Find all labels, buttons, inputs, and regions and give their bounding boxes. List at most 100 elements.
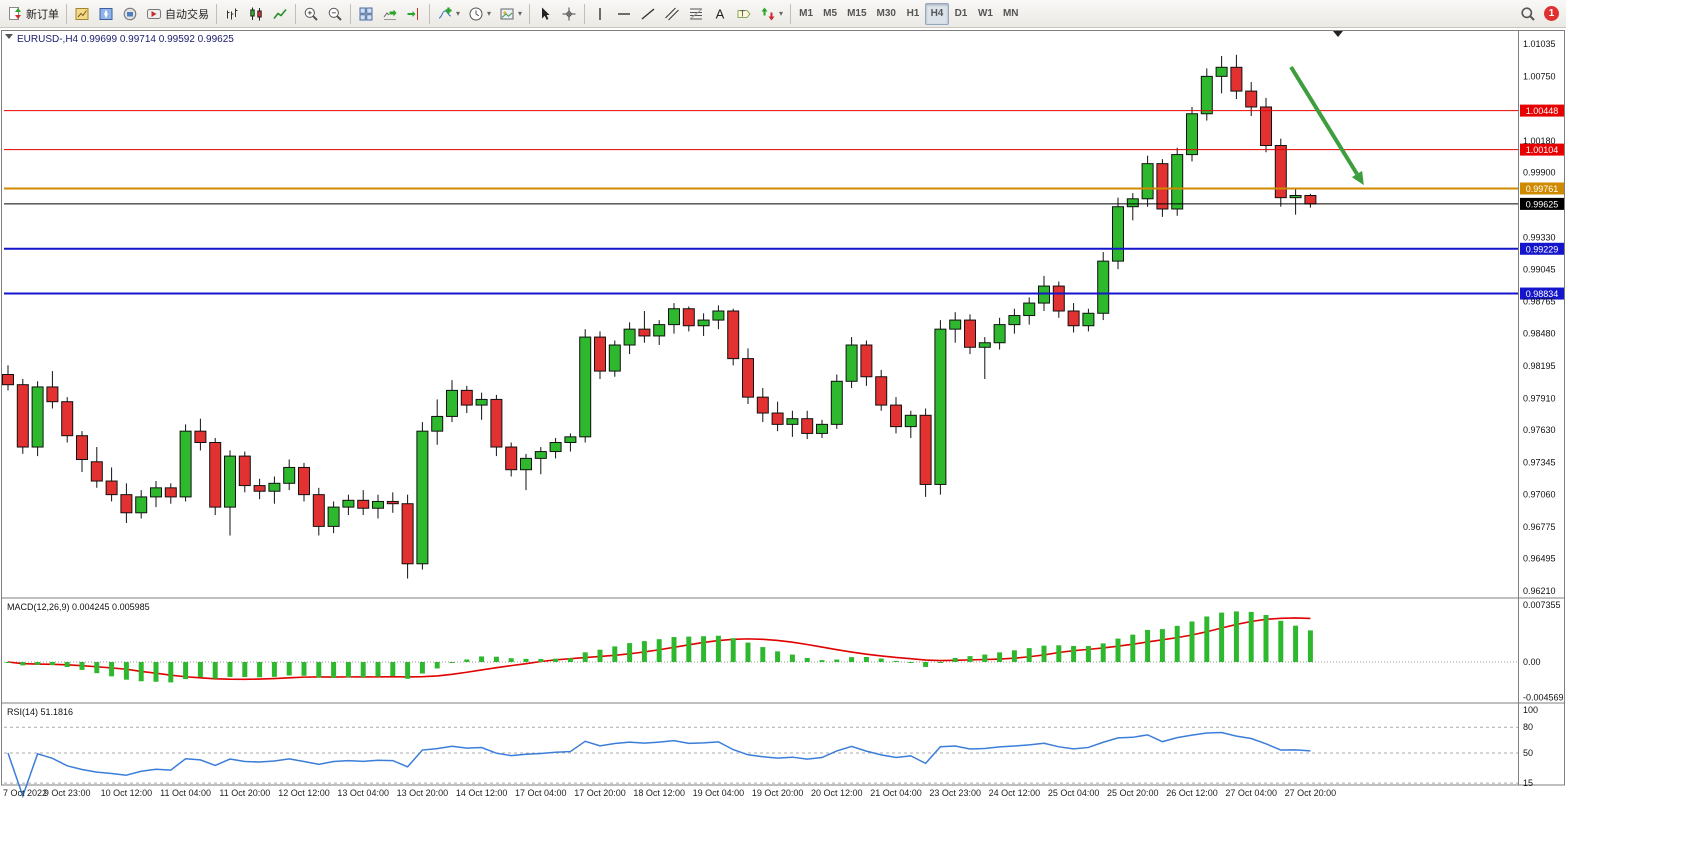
periods-button[interactable]: ▾ bbox=[464, 3, 495, 25]
crosshair-button[interactable] bbox=[557, 3, 581, 25]
price-tag bbox=[1520, 182, 1564, 195]
new-order-button[interactable]: 新订单 bbox=[3, 3, 63, 25]
search-button[interactable] bbox=[1516, 3, 1540, 25]
text-label-button[interactable]: T bbox=[732, 3, 756, 25]
one-click-trading-toggle[interactable] bbox=[5, 34, 13, 39]
candle-up bbox=[1171, 154, 1184, 210]
timeframe-m1-button[interactable]: M1 bbox=[794, 3, 818, 25]
tile-windows-button[interactable] bbox=[354, 3, 378, 25]
timeframe-m5-button[interactable]: M5 bbox=[818, 3, 842, 25]
candle-up bbox=[1038, 285, 1050, 304]
timeframe-m30-button[interactable]: M30 bbox=[872, 3, 901, 25]
candle-down bbox=[1052, 285, 1065, 312]
price-tag bbox=[1520, 143, 1564, 156]
svg-text:100: 100 bbox=[1523, 705, 1538, 715]
zoom-out-button[interactable] bbox=[323, 3, 347, 25]
svg-text:7 Oct 2022: 7 Oct 2022 bbox=[3, 788, 47, 798]
vertical-line-button[interactable] bbox=[588, 3, 612, 25]
auto-scroll-button[interactable] bbox=[378, 3, 402, 25]
chevron-down-icon: ▾ bbox=[518, 8, 523, 18]
horizontal-lines[interactable]: 1.00448 1.00104 0.99761 0.99229 0.98834 bbox=[4, 104, 1564, 300]
toolbar-separator bbox=[66, 3, 67, 24]
candle-up bbox=[224, 455, 236, 508]
timeframe-mn-button[interactable]: MN bbox=[998, 3, 1024, 25]
svg-text:23 Oct 23:00: 23 Oct 23:00 bbox=[929, 788, 981, 798]
chart-canvas[interactable]: 1.00448 1.00104 0.99761 0.99229 0.98834 0.996… bbox=[0, 28, 1566, 806]
chart-shift-button[interactable] bbox=[402, 3, 426, 25]
candle-down bbox=[890, 404, 902, 428]
svg-text:0.98765: 0.98765 bbox=[1523, 296, 1556, 306]
macd-histogram bbox=[5, 611, 1313, 683]
toolbar-separator bbox=[350, 3, 351, 24]
timeframe-h4-button[interactable]: H4 bbox=[924, 2, 949, 25]
candle-up bbox=[993, 324, 1006, 344]
autotrading-button-label: 自动交易 bbox=[165, 8, 209, 21]
timeframe-d1-button[interactable]: D1 bbox=[949, 3, 973, 25]
svg-text:0.98834: 0.98834 bbox=[1526, 289, 1559, 299]
svg-text:0.007355: 0.007355 bbox=[1523, 600, 1561, 610]
candle-up bbox=[1023, 302, 1036, 317]
templates-button[interactable]: ▾ bbox=[495, 3, 526, 25]
candle-down bbox=[860, 344, 873, 378]
svg-text:20 Oct 12:00: 20 Oct 12:00 bbox=[811, 788, 863, 798]
toolbar-separator bbox=[216, 3, 217, 24]
svg-text:0.97060: 0.97060 bbox=[1523, 490, 1556, 500]
candle-up bbox=[446, 389, 458, 417]
horizontal-line-button[interactable] bbox=[612, 3, 636, 25]
candle-down bbox=[386, 500, 399, 505]
autotrading-button[interactable]: 自动交易 bbox=[142, 3, 213, 25]
candle-down bbox=[105, 480, 118, 496]
trend-arrow[interactable] bbox=[1289, 65, 1364, 186]
candle-up bbox=[534, 451, 547, 459]
candle-up bbox=[1112, 206, 1124, 262]
indicators-button[interactable]: ▾ bbox=[433, 3, 464, 25]
cursor-icon bbox=[537, 6, 553, 22]
bar-chart-button[interactable] bbox=[220, 3, 244, 25]
svg-text:13 Oct 04:00: 13 Oct 04:00 bbox=[337, 788, 389, 798]
candle-up bbox=[1289, 194, 1302, 199]
candle-down bbox=[1274, 145, 1287, 199]
candle-down bbox=[253, 485, 266, 492]
timeframe-m15-button[interactable]: M15 bbox=[842, 3, 871, 25]
line-chart-button[interactable] bbox=[268, 3, 292, 25]
line-chart-icon bbox=[272, 6, 288, 22]
arrows-button[interactable]: ▾ bbox=[756, 3, 787, 25]
svg-text:15: 15 bbox=[1523, 778, 1533, 788]
zoom-in-button[interactable] bbox=[299, 3, 323, 25]
svg-text:0.99045: 0.99045 bbox=[1523, 265, 1556, 275]
timeframe-w1-button[interactable]: W1 bbox=[973, 3, 998, 25]
terminal-button[interactable] bbox=[118, 3, 142, 25]
candle-down bbox=[919, 414, 932, 485]
notification-badge[interactable]: 1 bbox=[1544, 6, 1559, 21]
zoom-in-icon bbox=[303, 6, 319, 22]
timeframe-h1-button[interactable]: H1 bbox=[901, 3, 925, 25]
market-watch-button[interactable] bbox=[70, 3, 94, 25]
cursor-button[interactable] bbox=[533, 3, 557, 25]
candlestick-chart-button[interactable] bbox=[244, 3, 268, 25]
candle-down bbox=[1230, 66, 1243, 92]
channel-button[interactable] bbox=[660, 3, 684, 25]
rsi-pane: RSI(14) 51.1816 bbox=[4, 707, 1518, 799]
svg-text:0.96495: 0.96495 bbox=[1523, 554, 1556, 564]
candle-up bbox=[520, 457, 532, 471]
svg-text:1.00180: 1.00180 bbox=[1523, 136, 1556, 146]
candle-up bbox=[978, 342, 991, 348]
svg-text:11 Oct 04:00: 11 Oct 04:00 bbox=[160, 788, 211, 798]
candle-down bbox=[2, 373, 14, 386]
chart-window[interactable]: 1.00448 1.00104 0.99761 0.99229 0.98834 0.996… bbox=[0, 28, 1566, 806]
svg-text:17 Oct 04:00: 17 Oct 04:00 bbox=[515, 788, 567, 798]
auto-scroll-icon bbox=[382, 6, 398, 22]
candle-up bbox=[283, 466, 296, 484]
candle-down bbox=[76, 435, 88, 461]
candle-up bbox=[1126, 198, 1139, 208]
svg-text:50: 50 bbox=[1523, 748, 1533, 758]
navigator-button[interactable] bbox=[94, 3, 118, 25]
chart-shift-marker[interactable] bbox=[1333, 31, 1343, 37]
candle-up bbox=[934, 328, 947, 485]
trendline-button[interactable] bbox=[636, 3, 660, 25]
text-button[interactable]: A bbox=[708, 3, 732, 25]
hline-icon bbox=[616, 6, 632, 22]
fibonacci-button[interactable] bbox=[684, 3, 708, 25]
candle-up bbox=[135, 496, 148, 514]
